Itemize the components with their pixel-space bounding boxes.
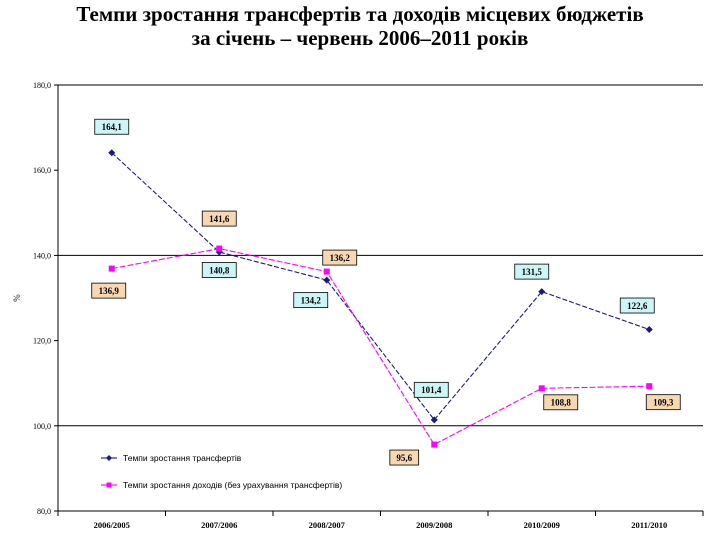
x-tick-label: 2011/2010 bbox=[631, 520, 667, 530]
chart-title-line1: Темпи зростання трансфертів та доходів м… bbox=[76, 2, 644, 26]
chart-title-line2: за січень – червень 2006–2011 років bbox=[191, 26, 529, 50]
y-tick-label: 100,0 bbox=[33, 422, 51, 431]
x-tick-label: 2006/2005 bbox=[94, 520, 130, 530]
data-point-diamond bbox=[430, 416, 438, 424]
data-label-box bbox=[543, 394, 579, 411]
series-line-2 bbox=[111, 248, 650, 446]
data-label: 109,3 bbox=[653, 397, 674, 407]
data-label-box bbox=[293, 292, 329, 309]
y-tick-label: 160,0 bbox=[33, 166, 51, 175]
data-label: 95,6 bbox=[396, 453, 412, 463]
x-tick-label: 2007/2006 bbox=[201, 520, 237, 530]
data-point-diamond bbox=[645, 326, 653, 334]
y-tick-label: 140,0 bbox=[33, 251, 51, 260]
data-label: 136,9 bbox=[99, 286, 120, 296]
data-label: 122,6 bbox=[627, 301, 648, 311]
data-label: 108,8 bbox=[551, 398, 572, 408]
y-tick-label: 80,0 bbox=[37, 507, 51, 516]
data-label: 136,2 bbox=[330, 253, 351, 263]
data-label-box bbox=[201, 262, 237, 278]
series-line-1 bbox=[111, 152, 650, 421]
data-label: 101,4 bbox=[421, 385, 442, 395]
data-label-box bbox=[91, 282, 127, 299]
data-label-box bbox=[514, 263, 550, 280]
y-tick-label: 120,0 bbox=[33, 337, 51, 346]
legend-label: Темпи зростання трансфертів bbox=[123, 453, 242, 463]
data-label-box bbox=[201, 210, 237, 227]
data-point-square bbox=[216, 245, 223, 252]
data-point-square bbox=[108, 265, 115, 272]
data-label-box bbox=[413, 381, 449, 398]
data-label: 131,5 bbox=[522, 267, 543, 277]
x-tick-label: 2010/2009 bbox=[524, 520, 560, 530]
y-tick-label: 180,0 bbox=[33, 81, 51, 90]
data-label-box bbox=[619, 297, 655, 314]
legend-marker-square bbox=[106, 482, 112, 488]
chart-title: Темпи зростання трансфертів та доходів м… bbox=[0, 2, 720, 50]
data-point-square bbox=[646, 383, 653, 390]
data-label-box bbox=[322, 249, 358, 266]
legend-label: Темпи зростання доходів (без урахування … bbox=[123, 480, 342, 490]
x-tick-label: 2008/2007 bbox=[309, 520, 346, 530]
legend-marker-diamond bbox=[106, 455, 112, 461]
y-axis-label: % bbox=[12, 294, 22, 302]
data-label: 141,6 bbox=[209, 214, 230, 224]
data-point-square bbox=[323, 268, 330, 275]
data-point-square bbox=[538, 385, 545, 392]
data-label-box bbox=[389, 449, 420, 466]
data-point-diamond bbox=[323, 276, 331, 284]
data-label-box bbox=[645, 394, 681, 411]
data-point-diamond bbox=[108, 149, 116, 157]
x-tick-label: 2009/2008 bbox=[416, 520, 452, 530]
data-label: 134,2 bbox=[301, 295, 322, 305]
data-point-diamond bbox=[538, 288, 546, 296]
data-label-box bbox=[94, 118, 130, 135]
data-label: 164,1 bbox=[102, 122, 123, 132]
data-label: 140,8 bbox=[209, 265, 230, 275]
data-point-square bbox=[431, 441, 438, 448]
